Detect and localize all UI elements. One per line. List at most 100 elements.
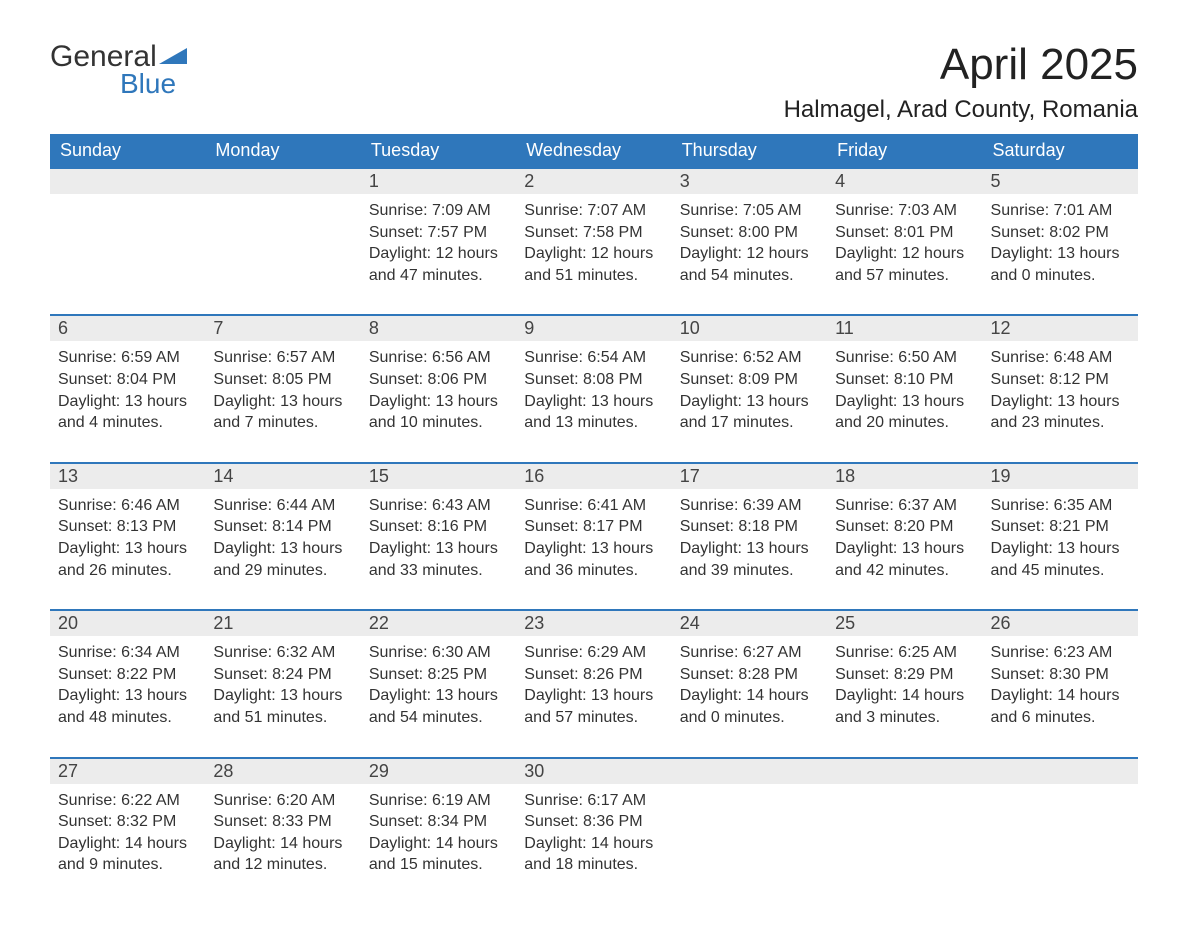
- sunrise-line-label: Sunrise:: [835, 644, 898, 661]
- day-number: 22: [361, 611, 516, 636]
- sunset-line-value: 8:34 PM: [428, 813, 488, 830]
- sunset-line-value: 7:58 PM: [583, 224, 643, 241]
- sunrise-line-label: Sunrise:: [991, 497, 1054, 514]
- day-cell-body: [205, 194, 360, 315]
- day-details: Sunrise: 7:01 AMSunset: 8:02 PMDaylight:…: [983, 194, 1138, 314]
- daylight-line: Daylight: 13 hours and 26 minutes.: [58, 538, 197, 581]
- day-details: Sunrise: 6:43 AMSunset: 8:16 PMDaylight:…: [361, 489, 516, 609]
- sunrise-line: Sunrise: 6:46 AM: [58, 495, 197, 517]
- sunset-line-value: 7:57 PM: [428, 224, 488, 241]
- daylight-line-label: Daylight:: [369, 687, 436, 704]
- sunset-line: Sunset: 8:04 PM: [58, 369, 197, 391]
- sunrise-line: Sunrise: 6:50 AM: [835, 347, 974, 369]
- sunset-line-label: Sunset:: [680, 371, 739, 388]
- calendar-table: SundayMondayTuesdayWednesdayThursdayFrid…: [50, 134, 1138, 904]
- sunrise-line-label: Sunrise:: [680, 202, 743, 219]
- day-number: 17: [672, 464, 827, 489]
- weekday-header: Monday: [205, 134, 360, 168]
- day-cell-body: Sunrise: 6:39 AMSunset: 8:18 PMDaylight:…: [672, 489, 827, 610]
- sunset-line: Sunset: 8:08 PM: [524, 369, 663, 391]
- daylight-line-label: Daylight:: [369, 835, 436, 852]
- sunset-line-value: 8:21 PM: [1049, 518, 1109, 535]
- day-cell-body: Sunrise: 7:07 AMSunset: 7:58 PMDaylight:…: [516, 194, 671, 315]
- daylight-line-label: Daylight:: [58, 835, 125, 852]
- daylight-line-label: Daylight:: [58, 540, 125, 557]
- day-cell-body: Sunrise: 7:01 AMSunset: 8:02 PMDaylight:…: [983, 194, 1138, 315]
- sunset-line-label: Sunset:: [369, 813, 428, 830]
- sunset-line-label: Sunset:: [524, 518, 583, 535]
- sunset-line-value: 8:33 PM: [272, 813, 332, 830]
- sunrise-line: Sunrise: 6:17 AM: [524, 790, 663, 812]
- daylight-line-label: Daylight:: [369, 540, 436, 557]
- day-cell-header: 23: [516, 610, 671, 636]
- day-cell-header: 25: [827, 610, 982, 636]
- sunrise-line: Sunrise: 7:01 AM: [991, 200, 1130, 222]
- daylight-line: Daylight: 13 hours and 51 minutes.: [213, 685, 352, 728]
- daylight-line: Daylight: 13 hours and 10 minutes.: [369, 391, 508, 434]
- day-details: Sunrise: 6:46 AMSunset: 8:13 PMDaylight:…: [50, 489, 205, 609]
- sunrise-line-label: Sunrise:: [213, 497, 276, 514]
- sunrise-line-value: 7:03 AM: [898, 202, 957, 219]
- day-number: [50, 169, 205, 194]
- sunset-line: Sunset: 8:25 PM: [369, 664, 508, 686]
- day-number: 7: [205, 316, 360, 341]
- sunrise-line-label: Sunrise:: [369, 349, 432, 366]
- sunset-line: Sunset: 8:34 PM: [369, 811, 508, 833]
- week-daynum-row: 20212223242526: [50, 610, 1138, 636]
- sunrise-line-label: Sunrise:: [58, 792, 121, 809]
- day-number: 1: [361, 169, 516, 194]
- sunset-line: Sunset: 8:09 PM: [680, 369, 819, 391]
- brand-part2: Blue: [120, 68, 187, 100]
- sunset-line-value: 8:13 PM: [117, 518, 177, 535]
- sunset-line-value: 8:06 PM: [428, 371, 488, 388]
- week-daynum-row: 6789101112: [50, 315, 1138, 341]
- sunset-line-label: Sunset:: [213, 518, 272, 535]
- sunrise-line: Sunrise: 6:37 AM: [835, 495, 974, 517]
- sunrise-line-value: 6:41 AM: [587, 497, 646, 514]
- day-number: 9: [516, 316, 671, 341]
- sunrise-line: Sunrise: 6:35 AM: [991, 495, 1130, 517]
- sunrise-line-label: Sunrise:: [835, 497, 898, 514]
- sunrise-line-value: 6:17 AM: [587, 792, 646, 809]
- daylight-line: Daylight: 13 hours and 33 minutes.: [369, 538, 508, 581]
- day-cell-body: Sunrise: 6:35 AMSunset: 8:21 PMDaylight:…: [983, 489, 1138, 610]
- sunset-line-label: Sunset:: [58, 371, 117, 388]
- day-cell-body: Sunrise: 6:44 AMSunset: 8:14 PMDaylight:…: [205, 489, 360, 610]
- weekday-header: Sunday: [50, 134, 205, 168]
- sunrise-line-label: Sunrise:: [58, 349, 121, 366]
- day-cell-header: 20: [50, 610, 205, 636]
- location-subtitle: Halmagel, Arad County, Romania: [784, 96, 1138, 124]
- sunset-line-label: Sunset:: [524, 224, 583, 241]
- sunset-line-label: Sunset:: [835, 666, 894, 683]
- daylight-line: Daylight: 12 hours and 47 minutes.: [369, 243, 508, 286]
- sunrise-line-value: 6:25 AM: [898, 644, 957, 661]
- day-details: Sunrise: 6:50 AMSunset: 8:10 PMDaylight:…: [827, 341, 982, 461]
- day-number: [827, 759, 982, 784]
- sunrise-line-value: 7:09 AM: [432, 202, 491, 219]
- sunset-line-value: 8:05 PM: [272, 371, 332, 388]
- sunset-line: Sunset: 8:10 PM: [835, 369, 974, 391]
- sunset-line-label: Sunset:: [991, 224, 1050, 241]
- daylight-line-label: Daylight:: [213, 393, 280, 410]
- daylight-line: Daylight: 14 hours and 15 minutes.: [369, 833, 508, 876]
- daylight-line: Daylight: 14 hours and 3 minutes.: [835, 685, 974, 728]
- sunrise-line: Sunrise: 7:05 AM: [680, 200, 819, 222]
- day-cell-body: Sunrise: 6:43 AMSunset: 8:16 PMDaylight:…: [361, 489, 516, 610]
- day-details: Sunrise: 6:44 AMSunset: 8:14 PMDaylight:…: [205, 489, 360, 609]
- day-cell-body: Sunrise: 6:32 AMSunset: 8:24 PMDaylight:…: [205, 636, 360, 757]
- sunset-line-label: Sunset:: [369, 224, 428, 241]
- sunset-line-label: Sunset:: [369, 666, 428, 683]
- sunset-line-value: 8:30 PM: [1049, 666, 1109, 683]
- sunset-line: Sunset: 8:05 PM: [213, 369, 352, 391]
- sunset-line: Sunset: 7:57 PM: [369, 222, 508, 244]
- daylight-line: Daylight: 14 hours and 9 minutes.: [58, 833, 197, 876]
- sunset-line-value: 8:20 PM: [894, 518, 954, 535]
- day-cell-body: [672, 784, 827, 904]
- week-body-row: Sunrise: 6:22 AMSunset: 8:32 PMDaylight:…: [50, 784, 1138, 904]
- day-number: 20: [50, 611, 205, 636]
- day-details: Sunrise: 6:57 AMSunset: 8:05 PMDaylight:…: [205, 341, 360, 461]
- day-cell-header: 19: [983, 463, 1138, 489]
- sunset-line-value: 8:17 PM: [583, 518, 643, 535]
- sunrise-line-value: 6:29 AM: [587, 644, 646, 661]
- day-cell-body: Sunrise: 6:46 AMSunset: 8:13 PMDaylight:…: [50, 489, 205, 610]
